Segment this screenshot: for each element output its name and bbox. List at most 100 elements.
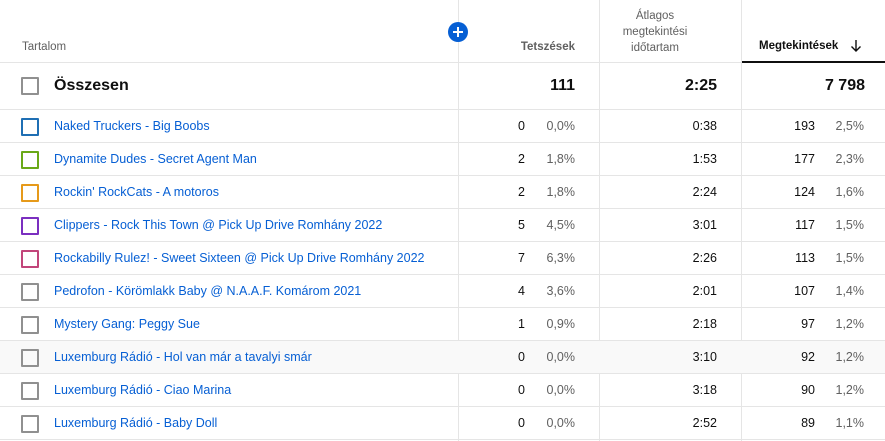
table-row[interactable]: Pedrofon - Körömlakk Baby @ N.A.A.F. Kom… — [0, 275, 885, 308]
row-avg-duration: 0:38 — [692, 119, 717, 133]
row-avg-duration: 2:18 — [692, 317, 717, 331]
row-avg-duration: 2:01 — [692, 284, 717, 298]
row-likes: 2 — [518, 152, 525, 166]
row-views-percent: 1,5% — [835, 218, 865, 232]
video-title-link[interactable]: Rockabilly Rulez! - Sweet Sixteen @ Pick… — [54, 251, 425, 265]
row-likes-percent: 0,9% — [546, 317, 576, 331]
row-views: 90 — [801, 383, 815, 397]
row-likes-percent: 0,0% — [546, 119, 576, 133]
row-checkbox[interactable] — [21, 250, 39, 268]
column-header-avg-line1: Átlagos — [635, 10, 675, 22]
plus-circle-icon[interactable] — [448, 22, 468, 42]
row-likes: 4 — [518, 284, 525, 298]
row-views: 124 — [794, 185, 815, 199]
column-header-views-label: Megtekintések — [759, 40, 839, 52]
total-label: Összesen — [54, 77, 129, 94]
row-views-percent: 2,5% — [835, 119, 865, 133]
total-likes: 111 — [550, 77, 575, 94]
row-views: 97 — [801, 317, 815, 331]
row-likes-percent: 0,0% — [546, 416, 576, 430]
row-views-percent: 1,5% — [835, 251, 865, 265]
row-likes: 0 — [518, 119, 525, 133]
row-avg-duration: 3:10 — [692, 350, 717, 364]
video-title-link[interactable]: Luxemburg Rádió - Baby Doll — [54, 416, 218, 430]
row-likes: 7 — [518, 251, 525, 265]
table-row[interactable]: Dynamite Dudes - Secret Agent Man 2 1,8% 1:… — [0, 143, 885, 176]
total-row: Összesen 111 2:25 7 798 — [0, 63, 885, 110]
row-views: 107 — [794, 284, 815, 298]
row-likes-percent: 0,0% — [546, 350, 576, 364]
video-title-link[interactable]: Luxemburg Rádió - Ciao Marina — [54, 383, 232, 397]
table-row[interactable]: Luxemburg Rádió - Hol van már a tavalyi … — [0, 341, 885, 374]
video-title-link[interactable]: Rockin' RockCats - A motoros — [54, 185, 219, 199]
row-likes: 2 — [518, 185, 525, 199]
column-header-content[interactable]: Tartalom — [22, 41, 67, 53]
row-views: 89 — [801, 416, 815, 430]
table-row[interactable]: Luxemburg Rádió - Ciao Marina 0 0,0% 3:18 90… — [0, 374, 885, 407]
video-title-link[interactable]: Clippers - Rock This Town @ Pick Up Driv… — [54, 218, 383, 232]
table-row[interactable]: Mystery Gang: Peggy Sue 1 0,9% 2:18 97 1,2% — [0, 308, 885, 341]
row-checkbox[interactable] — [21, 118, 39, 136]
row-views: 177 — [794, 152, 815, 166]
column-divider — [599, 0, 600, 441]
total-views: 7 798 — [824, 77, 865, 94]
row-checkbox[interactable] — [21, 283, 39, 301]
row-views-percent: 1,6% — [835, 185, 865, 199]
row-avg-duration: 2:52 — [692, 416, 717, 430]
arrow-down-icon[interactable] — [850, 39, 862, 53]
row-likes: 0 — [518, 350, 525, 364]
row-checkbox[interactable] — [21, 217, 39, 235]
row-checkbox[interactable] — [21, 349, 39, 367]
row-views-percent: 1,4% — [835, 284, 865, 298]
table-row[interactable]: Clippers - Rock This Town @ Pick Up Driv… — [0, 209, 885, 242]
video-title-link[interactable]: Naked Truckers - Big Boobs — [54, 119, 210, 133]
row-views-percent: 1,2% — [835, 350, 865, 364]
row-likes-percent: 1,8% — [546, 185, 576, 199]
row-views: 113 — [795, 251, 815, 265]
row-avg-duration: 3:18 — [692, 383, 717, 397]
row-avg-duration: 1:53 — [692, 152, 717, 166]
row-checkbox[interactable] — [21, 316, 39, 334]
column-divider — [458, 0, 459, 441]
row-likes-percent: 6,3% — [546, 251, 576, 265]
select-all-checkbox[interactable] — [21, 77, 39, 95]
row-likes-percent: 3,6% — [546, 284, 576, 298]
table-row[interactable]: Rockabilly Rulez! - Sweet Sixteen @ Pick… — [0, 242, 885, 275]
column-header-avg-view-duration[interactable]: Átlagos megtekintési időtartam — [595, 8, 715, 56]
table-header: Tartalom Tetszések Átlagos megtekintési … — [0, 0, 885, 63]
row-views-percent: 2,3% — [835, 152, 865, 166]
video-title-link[interactable]: Dynamite Dudes - Secret Agent Man — [54, 152, 257, 166]
column-header-avg-line3: időtartam — [631, 42, 679, 54]
row-likes-percent: 1,8% — [546, 152, 576, 166]
row-likes-percent: 0,0% — [546, 383, 576, 397]
row-likes-percent: 4,5% — [546, 218, 576, 232]
row-checkbox[interactable] — [21, 151, 39, 169]
video-title-link[interactable]: Pedrofon - Körömlakk Baby @ N.A.A.F. Kom… — [54, 284, 362, 298]
row-views: 92 — [801, 350, 815, 364]
row-checkbox[interactable] — [21, 415, 39, 433]
row-views: 193 — [794, 119, 815, 133]
row-avg-duration: 2:24 — [692, 185, 717, 199]
column-header-likes[interactable]: Tetszések — [520, 41, 575, 53]
video-title-link[interactable]: Mystery Gang: Peggy Sue — [54, 317, 200, 331]
column-header-avg-line2: megtekintési — [622, 26, 688, 38]
row-views: 117 — [795, 218, 815, 232]
row-likes: 1 — [518, 317, 525, 331]
row-checkbox[interactable] — [21, 382, 39, 400]
table-row[interactable]: Rockin' RockCats - A motoros 2 1,8% 2:24 124… — [0, 176, 885, 209]
row-likes: 0 — [518, 383, 525, 397]
row-views-percent: 1,2% — [835, 317, 865, 331]
row-checkbox[interactable] — [21, 184, 39, 202]
column-divider — [741, 0, 742, 441]
row-avg-duration: 3:01 — [692, 218, 717, 232]
row-likes: 0 — [518, 416, 525, 430]
table-row[interactable]: Naked Truckers - Big Boobs 0 0,0% 0:38 193 2,… — [0, 110, 885, 143]
table-row[interactable]: Luxemburg Rádió - Baby Doll 0 0,0% 2:52 89 1,… — [0, 407, 885, 440]
column-header-views[interactable]: Megtekintések — [742, 0, 885, 63]
row-avg-duration: 2:26 — [692, 251, 717, 265]
row-likes: 5 — [518, 218, 525, 232]
video-title-link[interactable]: Luxemburg Rádió - Hol van már a tavalyi … — [54, 350, 312, 364]
total-avg-duration: 2:25 — [684, 77, 717, 94]
row-views-percent: 1,1% — [835, 416, 865, 430]
